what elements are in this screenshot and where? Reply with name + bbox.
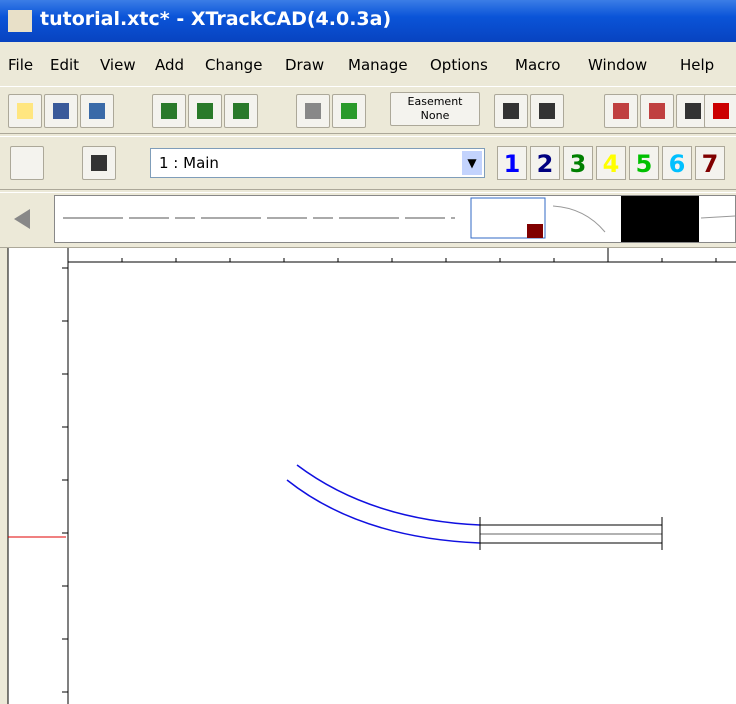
- menu-bar: File Edit View Add Change Draw Manage Options Ma…: [0, 44, 736, 84]
- menu-item[interactable]: Draw: [285, 56, 324, 74]
- tool-icon: [197, 103, 213, 119]
- menu-item[interactable]: Options: [430, 56, 488, 74]
- menu-item[interactable]: Change: [205, 56, 262, 74]
- tool-icon: [89, 103, 105, 119]
- layer-select[interactable]: 1 : Main ▼: [150, 148, 485, 178]
- tool-icon: [17, 103, 33, 119]
- tool-button[interactable]: [188, 94, 222, 128]
- drawing-canvas[interactable]: [0, 248, 736, 704]
- tool-button[interactable]: [332, 94, 366, 128]
- tool-button[interactable]: [494, 94, 528, 128]
- easement-label: Easement: [391, 95, 479, 109]
- tool-button[interactable]: [604, 94, 638, 128]
- easement-button[interactable]: Easement None: [390, 92, 480, 126]
- layer-button[interactable]: 5: [629, 146, 659, 180]
- tool-icon: [713, 103, 729, 119]
- hotbar-items: [55, 196, 735, 242]
- app-icon: [8, 10, 32, 32]
- tool-button[interactable]: [80, 94, 114, 128]
- tool-icon: [233, 103, 249, 119]
- train-button[interactable]: [82, 146, 116, 180]
- tool-icon: [341, 103, 357, 119]
- tool-button[interactable]: [640, 94, 674, 128]
- describe-button[interactable]: [10, 146, 44, 180]
- menu-item[interactable]: Manage: [348, 56, 408, 74]
- menu-item[interactable]: Edit: [50, 56, 79, 74]
- hotbar-marker: [527, 224, 543, 238]
- hotbar: [0, 192, 736, 248]
- menu-item[interactable]: Macro: [515, 56, 560, 74]
- layer-button[interactable]: 3: [563, 146, 593, 180]
- menu-item[interactable]: Help: [680, 56, 714, 74]
- tool-icon: [613, 103, 629, 119]
- layer-button[interactable]: 7: [695, 146, 725, 180]
- tool-button[interactable]: [152, 94, 186, 128]
- tool-icon: [305, 103, 321, 119]
- app-window: tutorial.xtc* - XTrackCAD(4.0.3a) File Ed…: [0, 0, 736, 704]
- tool-button[interactable]: [704, 94, 736, 128]
- hotbar-left-arrow[interactable]: [14, 209, 30, 229]
- menu-item[interactable]: File: [8, 56, 33, 74]
- hotbar-curve: [553, 206, 605, 232]
- tool-icon: [161, 103, 177, 119]
- tool-button[interactable]: [8, 94, 42, 128]
- tool-icon: [503, 103, 519, 119]
- tool-icon: [539, 103, 555, 119]
- window-title: tutorial.xtc* - XTrackCAD(4.0.3a): [40, 8, 391, 30]
- title-bar: tutorial.xtc* - XTrackCAD(4.0.3a): [0, 0, 736, 42]
- canvas-background: [8, 248, 736, 704]
- menu-item[interactable]: Window: [588, 56, 647, 74]
- hotbar-end: [701, 216, 735, 218]
- tool-button[interactable]: [44, 94, 78, 128]
- layer-button[interactable]: 2: [530, 146, 560, 180]
- menu-item[interactable]: View: [100, 56, 136, 74]
- tool-button[interactable]: [224, 94, 258, 128]
- layer-select-text: 1 : Main: [159, 154, 219, 172]
- tool-icon: [685, 103, 701, 119]
- layer-button[interactable]: 4: [596, 146, 626, 180]
- dropdown-arrow[interactable]: ▼: [462, 151, 482, 175]
- tool-button[interactable]: [296, 94, 330, 128]
- hotbar-dark-item: [621, 196, 699, 242]
- tool-button[interactable]: [530, 94, 564, 128]
- layer-button[interactable]: 1: [497, 146, 527, 180]
- hotbar-strip: [54, 195, 736, 243]
- tool-icon: [53, 103, 69, 119]
- tool-icon: [649, 103, 665, 119]
- menu-item[interactable]: Add: [155, 56, 184, 74]
- layer-button[interactable]: 6: [662, 146, 692, 180]
- easement-value: None: [391, 109, 479, 123]
